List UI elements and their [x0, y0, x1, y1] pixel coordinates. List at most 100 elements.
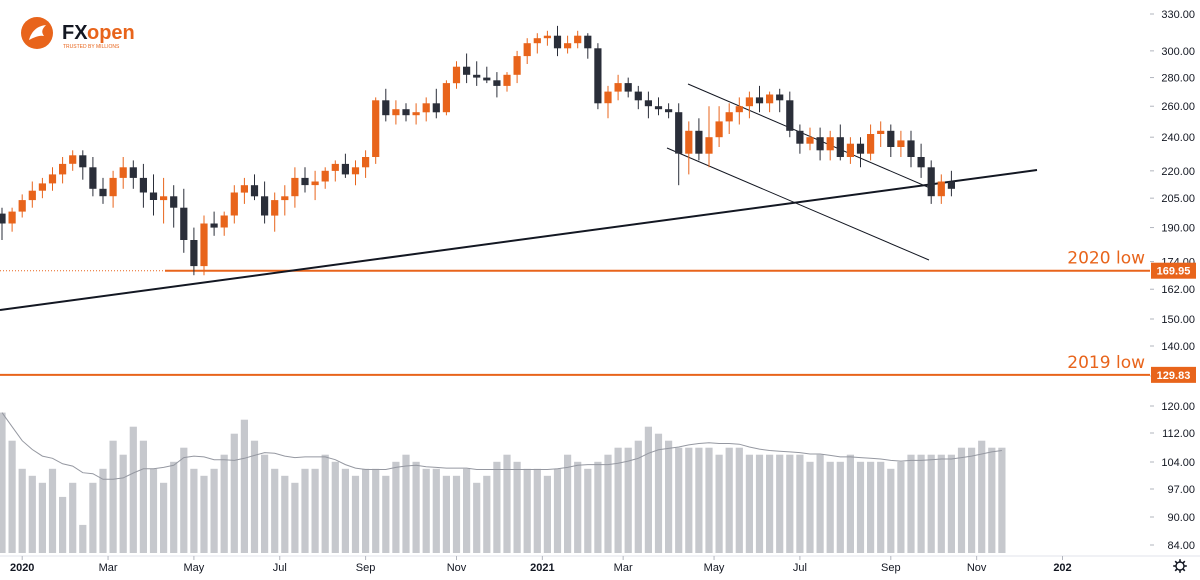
volume-bar — [452, 475, 461, 553]
candle — [442, 80, 450, 116]
time-tick-label: Sep — [356, 562, 376, 574]
volume-bar — [806, 461, 814, 553]
volume-bar — [685, 447, 693, 553]
volume-bar — [786, 454, 794, 553]
candle — [624, 77, 632, 98]
candle — [796, 124, 804, 154]
candle — [180, 188, 188, 253]
candle-body — [826, 137, 834, 151]
candle — [59, 157, 67, 184]
candle — [28, 181, 36, 208]
candle-body — [180, 207, 188, 240]
candle — [523, 38, 531, 64]
volume-bar — [463, 468, 471, 553]
volume-bar — [200, 475, 208, 553]
candle-body — [382, 100, 390, 116]
candle — [533, 33, 541, 54]
price-tag-bg — [1151, 262, 1196, 279]
price-tick-label: 90.00 — [1167, 512, 1195, 524]
candle-body — [0, 213, 6, 224]
candle-body — [261, 196, 269, 216]
candle-body — [735, 106, 743, 113]
volume-bar — [362, 468, 370, 553]
candle — [432, 88, 440, 119]
time-tick-label: May — [704, 562, 725, 574]
candle-body — [614, 83, 622, 92]
candle-body — [301, 177, 309, 186]
candle-body — [796, 130, 804, 144]
candle — [240, 177, 248, 204]
candle — [220, 211, 228, 236]
candle-body — [483, 77, 491, 81]
candle — [907, 130, 915, 168]
long-trendline — [0, 169, 1038, 311]
volume-bar — [89, 482, 97, 553]
candle-body — [715, 121, 723, 138]
candle-body — [250, 185, 259, 197]
candle — [806, 127, 814, 151]
volume-bar — [937, 454, 945, 553]
price-axis: 330.00 300.00 280.00 260.00 240.00 220.00 205.… — [1150, 9, 1196, 552]
candle-body — [190, 240, 198, 267]
candle — [463, 53, 471, 84]
candle-body — [109, 177, 117, 197]
time-tick-label: Nov — [447, 562, 467, 574]
volume-bar — [160, 482, 168, 553]
price-tag: 129.83 — [1151, 366, 1196, 383]
candle-body — [170, 196, 178, 208]
candle — [281, 185, 289, 216]
volume-bar — [483, 475, 491, 553]
volume-bar — [998, 447, 1006, 553]
volume-bar — [180, 447, 188, 553]
volume-bar — [897, 461, 905, 553]
price-tick-label: 162.00 — [1161, 284, 1195, 296]
volume-bar — [230, 433, 238, 553]
candle — [230, 185, 238, 224]
candle — [109, 170, 117, 208]
candle-body — [341, 163, 349, 175]
candle — [170, 185, 178, 228]
candle-body — [533, 38, 541, 44]
brand-logo-open: open — [87, 22, 135, 44]
price-tag-label: 169.95 — [1157, 266, 1191, 278]
gear-icon[interactable] — [1173, 559, 1187, 573]
volume-bar — [402, 454, 410, 553]
candle-body — [877, 130, 885, 134]
price-tick-label: 150.00 — [1161, 314, 1195, 326]
time-tick-label: Mar — [614, 562, 633, 574]
candle — [372, 97, 380, 164]
candle — [685, 121, 693, 175]
candle-body — [281, 196, 289, 201]
candle — [38, 177, 46, 199]
candle-body — [291, 177, 299, 197]
volume-bar — [968, 447, 976, 553]
volume-bar — [614, 447, 622, 553]
candle — [0, 207, 6, 240]
candle — [543, 30, 551, 46]
gear-icon-tooth — [1174, 568, 1178, 572]
price-tick-label: 240.00 — [1161, 132, 1195, 144]
time-tick-label: Nov — [967, 562, 987, 574]
candle-body — [79, 155, 87, 168]
volume-bar — [705, 447, 713, 553]
candle-body — [786, 100, 794, 131]
candle-body — [89, 167, 97, 189]
time-tick-label: 2020 — [10, 562, 34, 574]
volume-bar — [473, 482, 481, 553]
volume-bar — [240, 419, 248, 553]
gear-icon-tooth — [1182, 568, 1186, 572]
candle — [271, 192, 279, 232]
level-label: 2020 low — [1067, 249, 1145, 269]
candle-body — [523, 43, 531, 57]
candle-body — [271, 200, 279, 216]
volume-bar — [69, 482, 77, 553]
candle — [8, 207, 16, 232]
candle — [927, 160, 935, 204]
volume-bar — [644, 426, 652, 553]
candle-body — [624, 83, 632, 92]
candle — [766, 91, 774, 113]
candle — [362, 150, 370, 178]
volume-bar — [624, 447, 632, 553]
volume-bar — [139, 440, 147, 553]
